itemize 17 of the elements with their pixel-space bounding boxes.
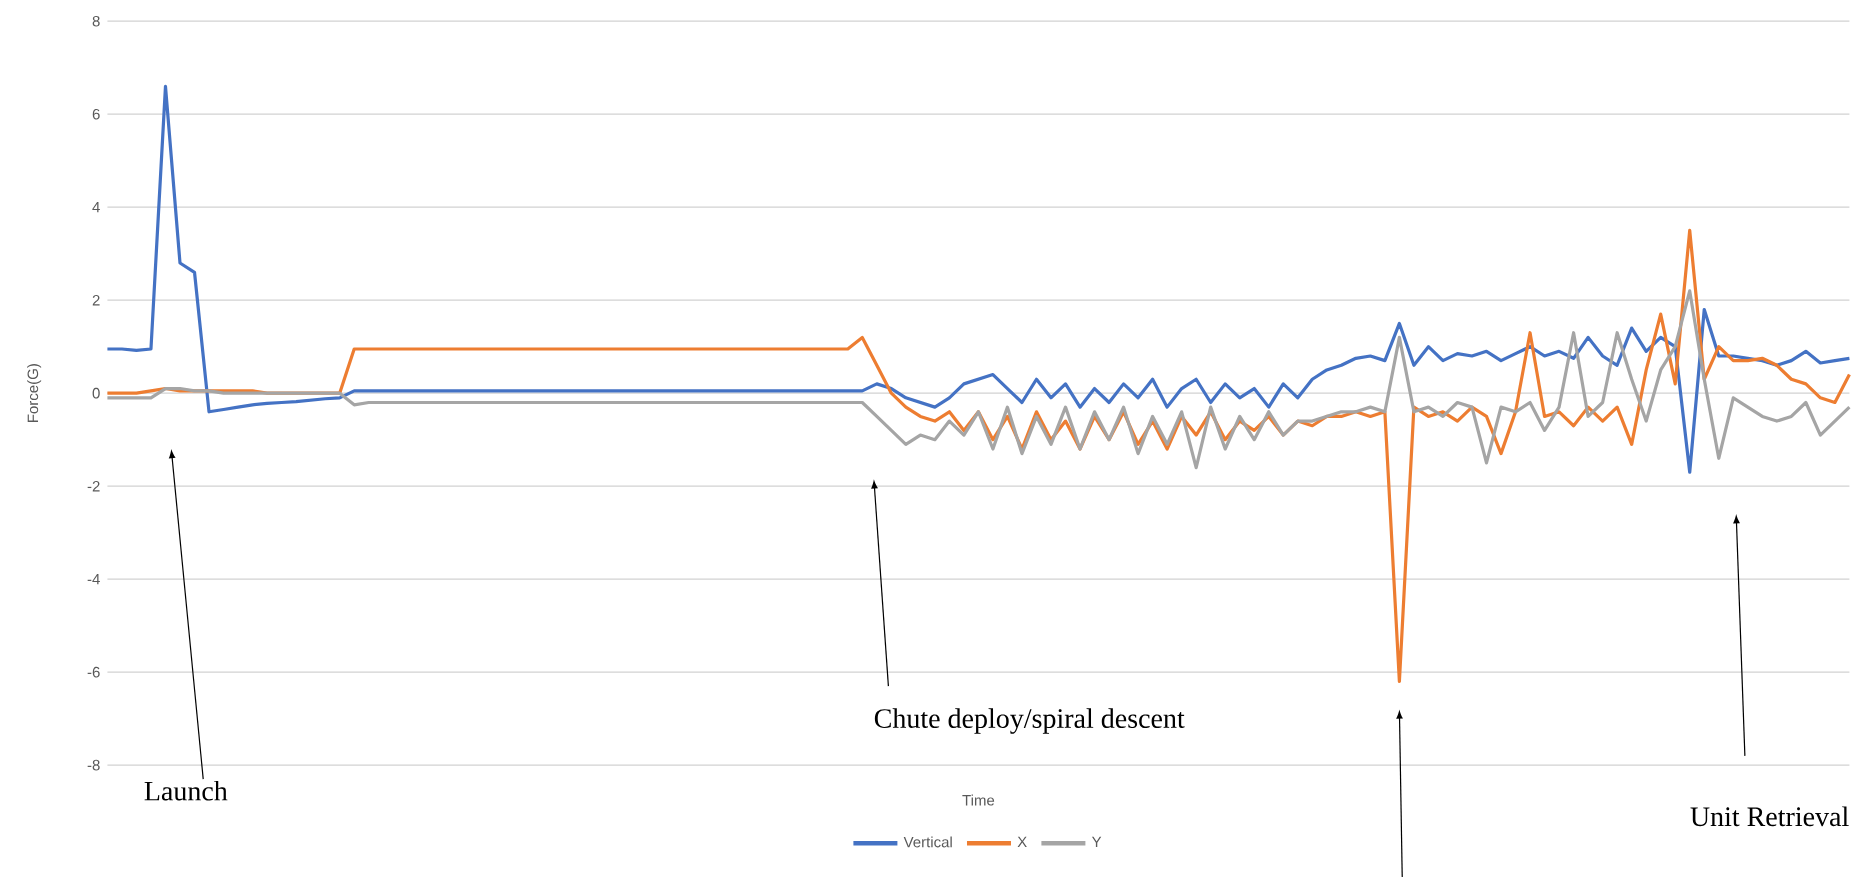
legend-label: Y bbox=[1091, 836, 1102, 847]
text: Launch bbox=[144, 780, 228, 801]
y-tick-label: 8 bbox=[92, 15, 100, 27]
y-tick-label: -4 bbox=[87, 574, 100, 585]
y-tick-label: 6 bbox=[92, 108, 100, 120]
y-tick-label: -8 bbox=[87, 759, 100, 771]
y-tick-label: -2 bbox=[87, 480, 100, 492]
legend-label: X bbox=[1017, 836, 1027, 847]
text: Unit Retrieval bbox=[1690, 806, 1849, 827]
y-tick-label: 2 bbox=[92, 294, 100, 306]
annotation: Chute deploy/spiral descent bbox=[874, 708, 1185, 734]
y-axis-title: Force(G) bbox=[27, 364, 42, 422]
y-tick-label: 0 bbox=[92, 387, 100, 399]
legend-label: Vertical bbox=[903, 836, 952, 848]
y-tick-label: 4 bbox=[92, 202, 100, 213]
x-axis-title: Time bbox=[962, 794, 995, 806]
y-tick-label: -6 bbox=[87, 666, 100, 678]
